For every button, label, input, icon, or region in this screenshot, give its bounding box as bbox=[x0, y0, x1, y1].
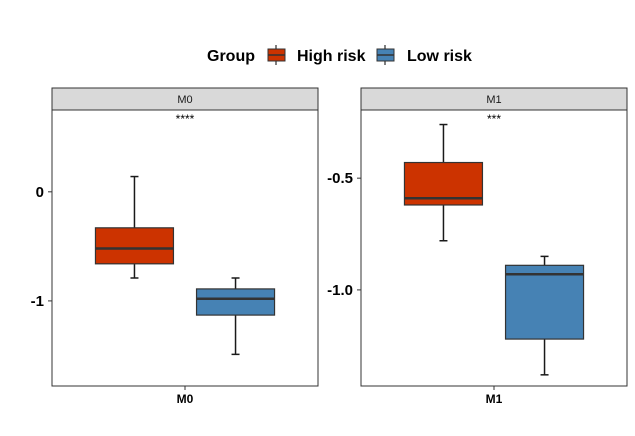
legend-title: Group bbox=[207, 48, 255, 65]
panel-border bbox=[360, 109, 628, 387]
box-body bbox=[195, 288, 276, 316]
significance-label: **** bbox=[176, 112, 195, 126]
x-tick-label: M0 bbox=[177, 392, 194, 406]
significance-label: *** bbox=[487, 112, 501, 126]
box-low-risk bbox=[195, 277, 276, 356]
panel-m1: M1 *** -0.5 -1.0 M1 bbox=[327, 87, 628, 406]
legend-entry-high-risk: High risk bbox=[267, 45, 366, 65]
strip-label: M0 bbox=[177, 94, 192, 106]
box-body bbox=[94, 227, 175, 265]
box-high-risk bbox=[403, 123, 484, 242]
legend-label-high-risk: High risk bbox=[297, 48, 366, 65]
legend-entry-low-risk: Low risk bbox=[376, 45, 472, 65]
y-tick-label: -0.5 bbox=[327, 170, 353, 187]
panel-m0: M0 **** 0 -1 M0 bbox=[31, 87, 319, 406]
box-low-risk bbox=[504, 255, 585, 376]
panel-border bbox=[51, 109, 319, 387]
y-tick-label: 0 bbox=[36, 184, 44, 201]
box-high-risk bbox=[94, 175, 175, 279]
strip-label: M1 bbox=[486, 94, 501, 106]
box-body bbox=[504, 264, 585, 340]
y-tick-label: -1.0 bbox=[327, 282, 353, 299]
legend-label-low-risk: Low risk bbox=[407, 48, 472, 65]
legend: Group High risk Low risk bbox=[207, 45, 472, 65]
x-tick-label: M1 bbox=[486, 392, 503, 406]
y-tick-label: -1 bbox=[31, 293, 44, 310]
facet-panels: M0 **** 0 -1 M0 M1 *** -0.5 -1.0 M1 bbox=[31, 87, 628, 406]
